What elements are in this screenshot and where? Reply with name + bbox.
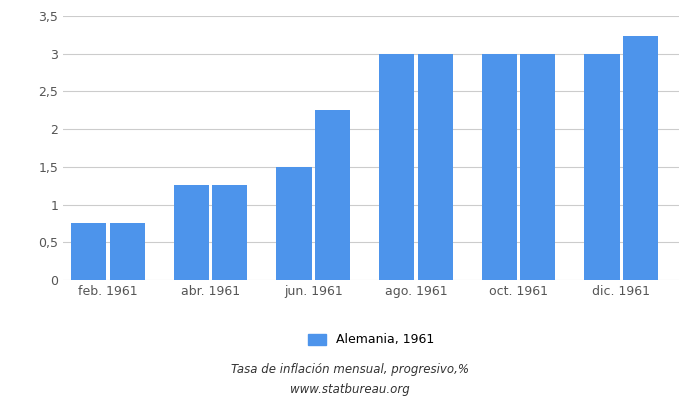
Bar xyxy=(417,54,453,280)
Bar xyxy=(276,167,312,280)
Bar xyxy=(520,54,556,280)
Text: www.statbureau.org: www.statbureau.org xyxy=(290,384,410,396)
Bar xyxy=(174,185,209,280)
Bar xyxy=(315,110,350,280)
Bar xyxy=(379,54,414,280)
Bar xyxy=(623,36,658,280)
Bar xyxy=(109,224,145,280)
Bar xyxy=(482,54,517,280)
Bar xyxy=(212,185,248,280)
Bar xyxy=(584,54,620,280)
Text: Tasa de inflación mensual, progresivo,%: Tasa de inflación mensual, progresivo,% xyxy=(231,364,469,376)
Legend: Alemania, 1961: Alemania, 1961 xyxy=(302,328,440,352)
Bar xyxy=(71,224,106,280)
